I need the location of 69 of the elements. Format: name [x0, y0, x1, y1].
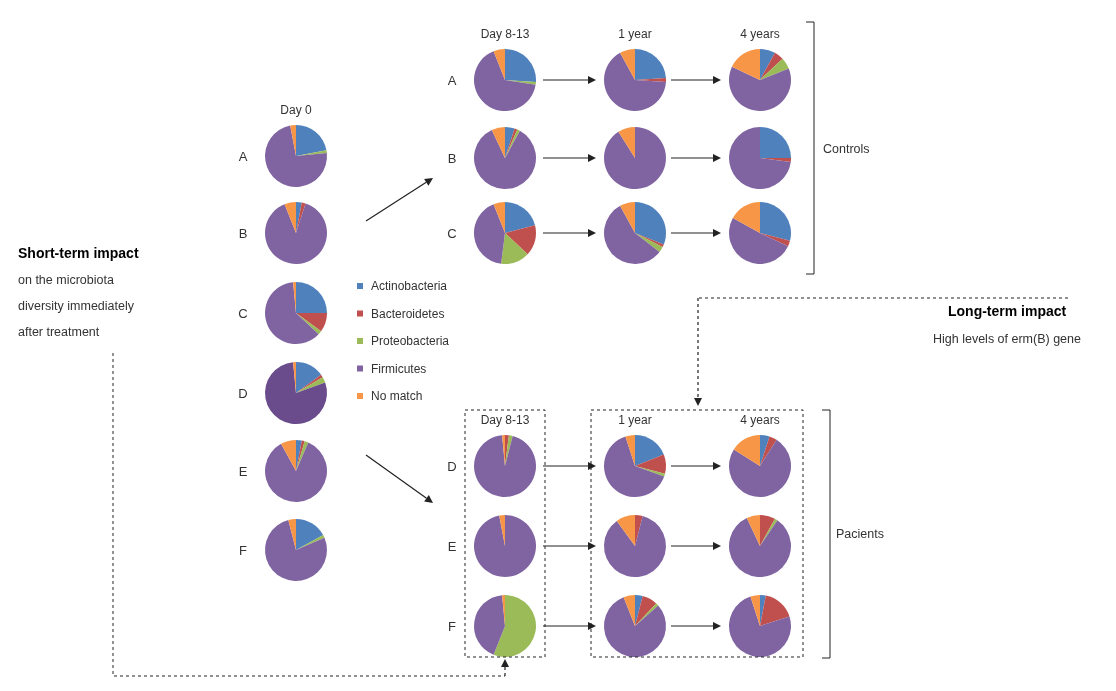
- pie-slice: [760, 52, 783, 80]
- chart-title: 4 years: [740, 413, 780, 427]
- text: E: [238, 464, 248, 479]
- pie-slice: [296, 313, 327, 332]
- pie-slice: [623, 595, 635, 626]
- pie-slice: [604, 205, 660, 264]
- pie-slice: [474, 129, 536, 189]
- text: D: [447, 459, 457, 474]
- text: E: [447, 539, 457, 554]
- legend-label: Proteobacteria: [371, 334, 450, 348]
- text: Long-term impact: [948, 303, 1067, 319]
- text: Short-term impact: [18, 245, 139, 261]
- text: on the microbiota: [18, 273, 114, 287]
- chart-title: 4 years: [740, 27, 780, 41]
- legend-label: Bacteroidetes: [371, 306, 445, 321]
- text: Controls: [823, 142, 870, 156]
- pie-slice: [729, 66, 791, 111]
- text: C: [238, 306, 248, 321]
- pie-slice: [501, 233, 528, 264]
- pie-slice: [625, 435, 635, 466]
- pie-slice: [505, 202, 536, 233]
- legend-label: Actinobacteria: [371, 279, 448, 293]
- pie-slice: [635, 435, 664, 466]
- pie-slice: [620, 202, 635, 233]
- text: after treatment: [18, 325, 100, 339]
- chart-title: Day 8-13: [480, 27, 530, 41]
- text: B: [447, 151, 457, 166]
- pie-slice: [296, 440, 302, 471]
- pie-slice: [604, 597, 666, 657]
- text: B: [238, 226, 248, 241]
- pie-slice: [296, 440, 305, 471]
- pie-slice: [265, 282, 319, 344]
- text: F: [448, 619, 457, 634]
- text: A: [238, 149, 248, 164]
- pie-slice: [635, 466, 666, 477]
- chart-title: Day 8-13: [480, 413, 530, 427]
- pie-slice: [635, 202, 666, 245]
- legend-label: Firmicutes: [371, 361, 427, 376]
- pie-slice: [635, 603, 659, 626]
- pie-slice: [635, 233, 663, 252]
- chart-title: 1 year: [618, 413, 652, 427]
- chart-title: Day 0: [280, 103, 312, 117]
- text: F: [239, 543, 248, 558]
- pie-slice: [505, 225, 536, 255]
- text: High levels of erm(B) gene: [933, 332, 1082, 346]
- pie-slice: [265, 362, 327, 424]
- chart-title: 1 year: [618, 27, 652, 41]
- pie-slice: [635, 454, 666, 474]
- pie-slice: [474, 204, 505, 264]
- text: C: [447, 226, 457, 241]
- pie-slice: [265, 442, 327, 502]
- pie-slice: [635, 595, 657, 626]
- pie-slice: [493, 202, 505, 233]
- text: diversity immediately: [18, 299, 135, 313]
- legend-label: No match: [371, 389, 423, 403]
- pie-slice: [491, 127, 505, 158]
- pie-slice: [296, 282, 327, 313]
- pie-slice: [731, 49, 760, 80]
- pie-slice: [635, 233, 664, 248]
- text: Pacients: [836, 527, 884, 541]
- pie-slice: [604, 436, 665, 497]
- pie-slice: [760, 49, 775, 80]
- pie-slice: [296, 362, 322, 393]
- pie-slice: [635, 595, 643, 626]
- text: A: [447, 73, 457, 88]
- pie-slice: [281, 440, 296, 471]
- pie-slice: [296, 441, 309, 471]
- text: D: [238, 386, 248, 401]
- pie-slice: [760, 58, 789, 80]
